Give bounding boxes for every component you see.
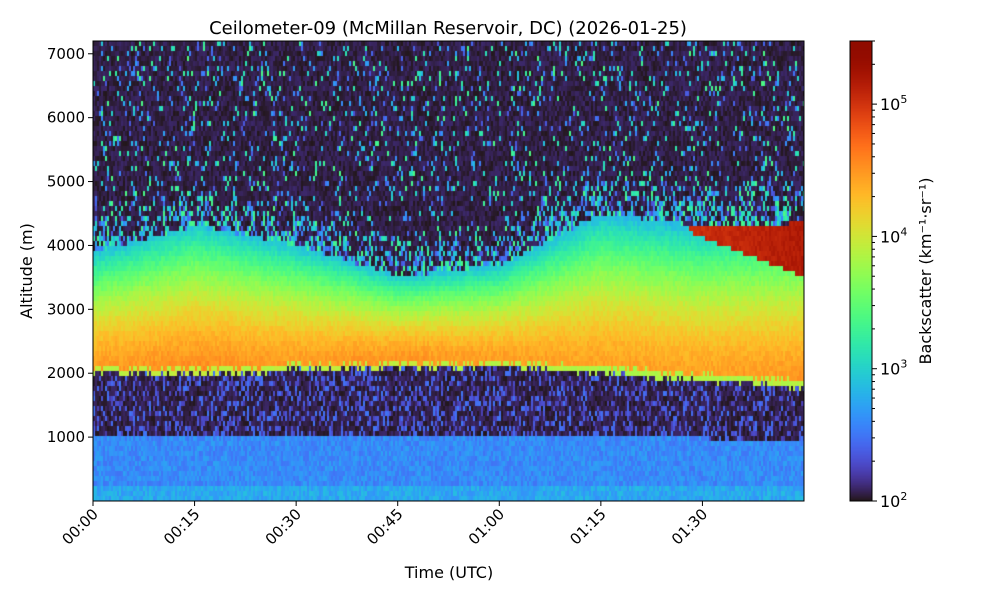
colorbar-frame [849, 40, 873, 502]
x-tick-label: 00:15 [160, 505, 203, 548]
y-tick-label: 3000 [47, 300, 85, 318]
colorbar-tick-label: 105 [880, 93, 907, 114]
y-axis-label: Altitude (m) [17, 223, 36, 319]
colorbar-tick-label: 102 [880, 490, 907, 511]
colorbar-label: Backscatter (km⁻¹·sr⁻¹) [916, 178, 935, 365]
x-tick-label: 01:15 [566, 505, 609, 548]
x-tick-label: 00:30 [262, 505, 305, 548]
y-tick-label: 1000 [47, 428, 85, 446]
x-tick-label: 00:00 [59, 505, 102, 548]
x-tick-label: 01:30 [668, 505, 711, 548]
x-tick-label: 01:00 [465, 505, 508, 548]
x-tick-label: 00:45 [363, 505, 406, 548]
y-tick-label: 2000 [47, 364, 85, 382]
colorbar-tick-label: 103 [880, 358, 907, 379]
heatmap-raster [93, 41, 804, 501]
plot-frame [92, 40, 805, 502]
chart-title: Ceilometer-09 (McMillan Reservoir, DC) (… [209, 18, 687, 39]
x-axis-label: Time (UTC) [404, 563, 493, 582]
colorbar-gradient [850, 41, 872, 501]
y-tick-label: 6000 [47, 109, 85, 127]
y-tick-label: 4000 [47, 236, 85, 254]
colorbar-tick-label: 104 [880, 225, 907, 246]
y-tick-label: 5000 [47, 173, 85, 191]
y-tick-label: 7000 [47, 45, 85, 63]
